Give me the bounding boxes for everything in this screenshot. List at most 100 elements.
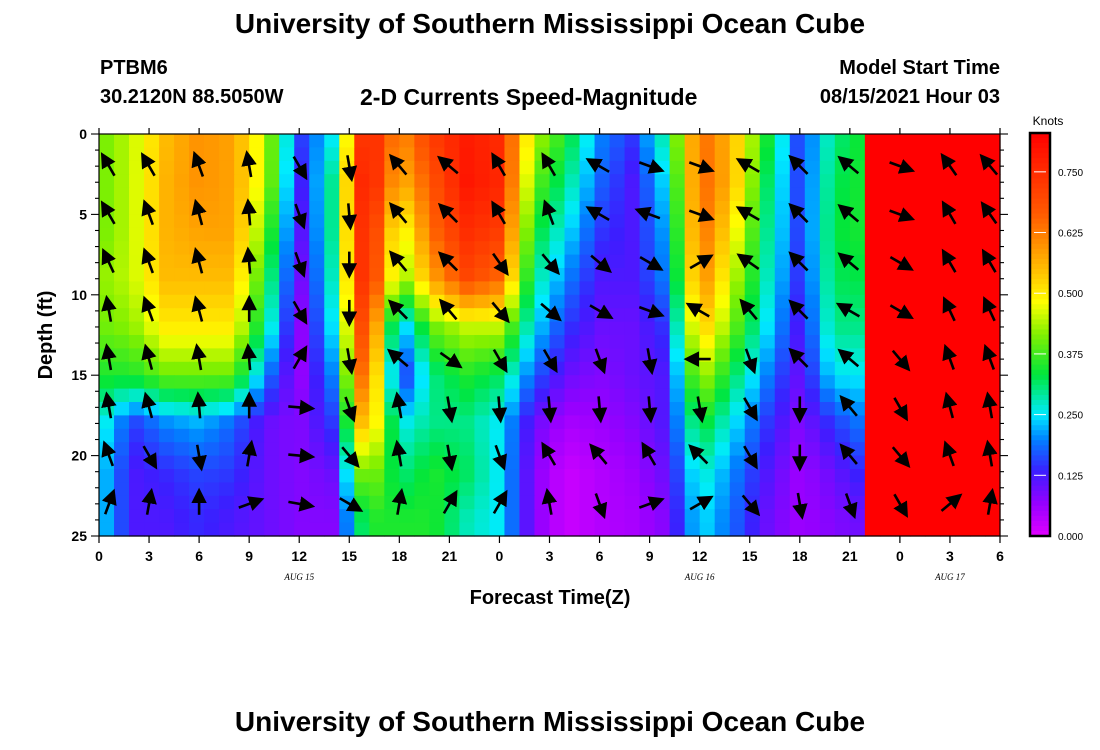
heatmap-cell [519,281,536,296]
heatmap-cell [684,321,701,336]
heatmap-cell [879,388,896,403]
heatmap-cell [909,348,926,363]
heatmap-cell [879,522,896,537]
heatmap-cell [264,281,280,296]
heatmap-cell [309,187,325,202]
colorbar-swatch [1030,354,1050,361]
heatmap-cell [474,308,491,323]
heatmap-cell [729,455,746,470]
heatmap-cell [774,268,791,282]
heatmap-cell [774,482,791,497]
heatmap-cell [969,388,986,403]
heatmap-cell [159,254,175,269]
heatmap-cell [549,134,566,148]
heatmap-cell [504,308,521,323]
heatmap-cell [354,174,370,189]
heatmap-cell [189,321,205,336]
heatmap-cell [204,428,220,443]
heatmap-cell [774,495,791,510]
heatmap-cell [729,402,746,416]
heatmap-cell [324,160,340,175]
heatmap-cell [204,415,220,430]
heatmap-cell [354,388,370,403]
heatmap-cell [219,321,235,336]
heatmap-cell [609,321,626,336]
current-arrow [591,396,608,424]
current-arrow [292,203,307,230]
current-arrow [940,152,958,176]
heatmap-cell [234,134,250,148]
heatmap-cell [309,361,325,376]
heatmap-cell [594,134,611,148]
heatmap-cell [879,375,896,390]
heatmap-cell [909,174,926,189]
heatmap-cell [474,348,491,363]
heatmap-cell [654,442,671,457]
current-arrow [889,304,914,320]
heatmap-cell [174,174,190,189]
heatmap-cell [909,254,926,269]
current-arrow [437,202,459,224]
heatmap-cell [864,187,881,202]
heatmap-cell [159,227,175,242]
heatmap-cell [849,241,866,256]
heatmap-cell [969,254,986,269]
current-arrow [141,343,157,371]
heatmap-cell [369,254,385,269]
heatmap-cell [834,268,851,282]
heatmap-cell [189,522,205,537]
heatmap-cell [729,134,746,148]
heatmap-cell [384,187,400,202]
heatmap-cell [504,415,521,430]
heatmap-cell [819,134,836,148]
heatmap-cell [579,361,596,376]
heatmap-cell [459,495,476,510]
heatmap-cell [159,348,175,363]
heatmap-cell [699,294,716,309]
heatmap-cell [519,428,536,443]
heatmap-cell [714,495,731,510]
heatmap-cell [894,428,911,443]
current-arrow [241,150,257,178]
heatmap-cell [729,201,746,215]
heatmap-cell [594,321,611,336]
heatmap-cell [459,402,476,416]
heatmap-cell [909,335,926,349]
heatmap-cell [339,241,355,256]
heatmap-cell [414,335,430,349]
heatmap-cell [639,227,656,242]
heatmap-cell [549,214,566,229]
heatmap-cell [639,388,656,403]
heatmap-cell [564,522,581,537]
heatmap-cell [354,415,370,430]
heatmap-cell [234,415,250,430]
heatmap-cell [159,388,175,403]
heatmap-cell [864,294,881,309]
heatmap-cell [669,361,686,376]
heatmap-cell [879,442,896,457]
heatmap-cell [924,321,941,336]
heatmap-cell [549,241,566,256]
current-arrow [585,158,610,173]
current-arrow [542,348,558,374]
heatmap-cell [654,268,671,282]
heatmap-cell [114,455,130,470]
heatmap-cell [534,375,551,390]
heatmap-cell [909,428,926,443]
heatmap-cell [744,134,761,148]
heatmap-cell [759,428,776,443]
heatmap-cell [384,469,400,483]
heatmap-cell [879,428,896,443]
heatmap-cell [789,227,806,242]
heatmap-cell [804,227,821,242]
heatmap-cell [639,522,656,537]
heatmap-cell [159,442,175,457]
heatmap-cell [864,147,881,162]
heatmap-cell [459,214,476,229]
heatmap-cell [714,375,731,390]
heatmap-cell [624,428,641,443]
x-tick-label: 0 [95,548,103,564]
heatmap-cell [699,442,716,457]
heatmap-cell [234,428,250,443]
heatmap-cell [354,375,370,390]
